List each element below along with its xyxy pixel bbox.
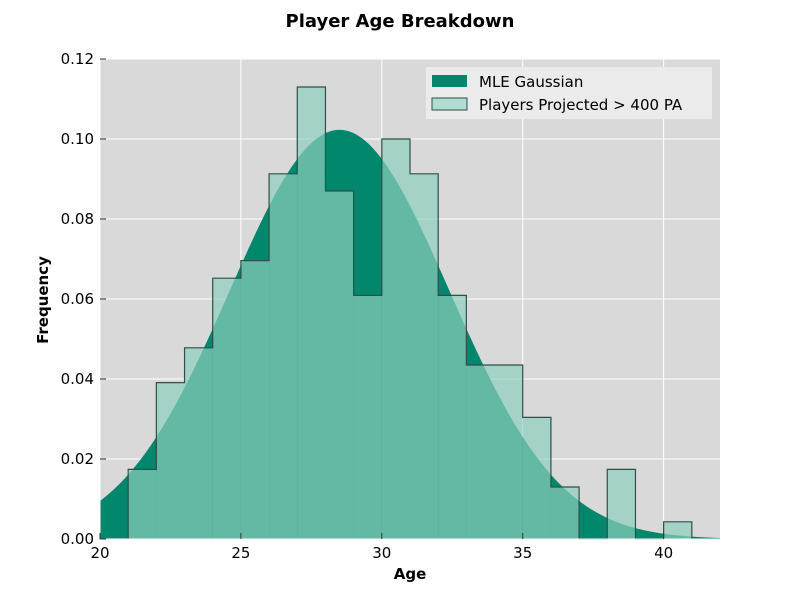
histogram-bar-5 xyxy=(269,173,298,540)
legend-swatch-histogram xyxy=(431,97,468,111)
y-axis-label: Frequency xyxy=(34,256,52,344)
y-tick-label-3: 0.06 xyxy=(61,290,94,308)
legend-label-gaussian: MLE Gaussian xyxy=(479,73,583,91)
histogram-bar-14 xyxy=(522,417,551,539)
histogram-bar-7 xyxy=(325,191,354,539)
histogram-bar-9 xyxy=(381,139,410,539)
histogram-layer xyxy=(127,86,693,540)
histogram-bar-12 xyxy=(466,365,495,539)
y-tick-label-1: 0.02 xyxy=(61,450,94,468)
legend-box xyxy=(426,67,712,119)
histogram-bar-13 xyxy=(494,365,523,539)
histogram-bar-8 xyxy=(353,295,382,539)
chart-title: Player Age Breakdown xyxy=(286,11,515,32)
x-tick-label-1: 25 xyxy=(231,544,250,562)
y-tick-label-5: 0.10 xyxy=(61,130,94,148)
x-axis-label: Age xyxy=(394,565,427,583)
axes xyxy=(99,58,720,540)
histogram-bar-2 xyxy=(184,347,213,539)
y-tick-label-4: 0.08 xyxy=(61,210,94,228)
histogram-bar-1 xyxy=(156,382,185,539)
histogram-bar-19 xyxy=(663,521,692,539)
histogram-outline xyxy=(127,86,693,540)
histogram-bar-10 xyxy=(410,173,439,540)
y-tick-label-6: 0.12 xyxy=(61,50,94,68)
y-tick-label-2: 0.04 xyxy=(61,370,94,388)
x-tick-label-2: 30 xyxy=(372,544,391,562)
histogram-bar-3 xyxy=(212,278,241,539)
x-tick-label-0: 20 xyxy=(90,544,109,562)
legend-swatch-gaussian xyxy=(432,75,467,87)
y-tick-label-0: 0.00 xyxy=(61,530,94,548)
legend-label-histogram: Players Projected > 400 PA xyxy=(479,96,683,114)
legend: MLE Gaussian Players Projected > 400 PA xyxy=(426,67,712,119)
histogram-bar-11 xyxy=(438,295,467,539)
histogram-bar-4 xyxy=(240,260,270,539)
histogram-bar-6 xyxy=(297,87,326,539)
tick-labels: 20 25 30 35 40 0.00 0.02 0.04 0.06 0.08 0.10 0.12 xyxy=(61,50,674,562)
histogram-bar-17 xyxy=(607,469,636,539)
x-tick-label-3: 35 xyxy=(513,544,532,562)
x-tick-label-4: 40 xyxy=(654,544,673,562)
histogram-bar-0 xyxy=(128,469,157,539)
histogram-bar-15 xyxy=(550,487,580,539)
